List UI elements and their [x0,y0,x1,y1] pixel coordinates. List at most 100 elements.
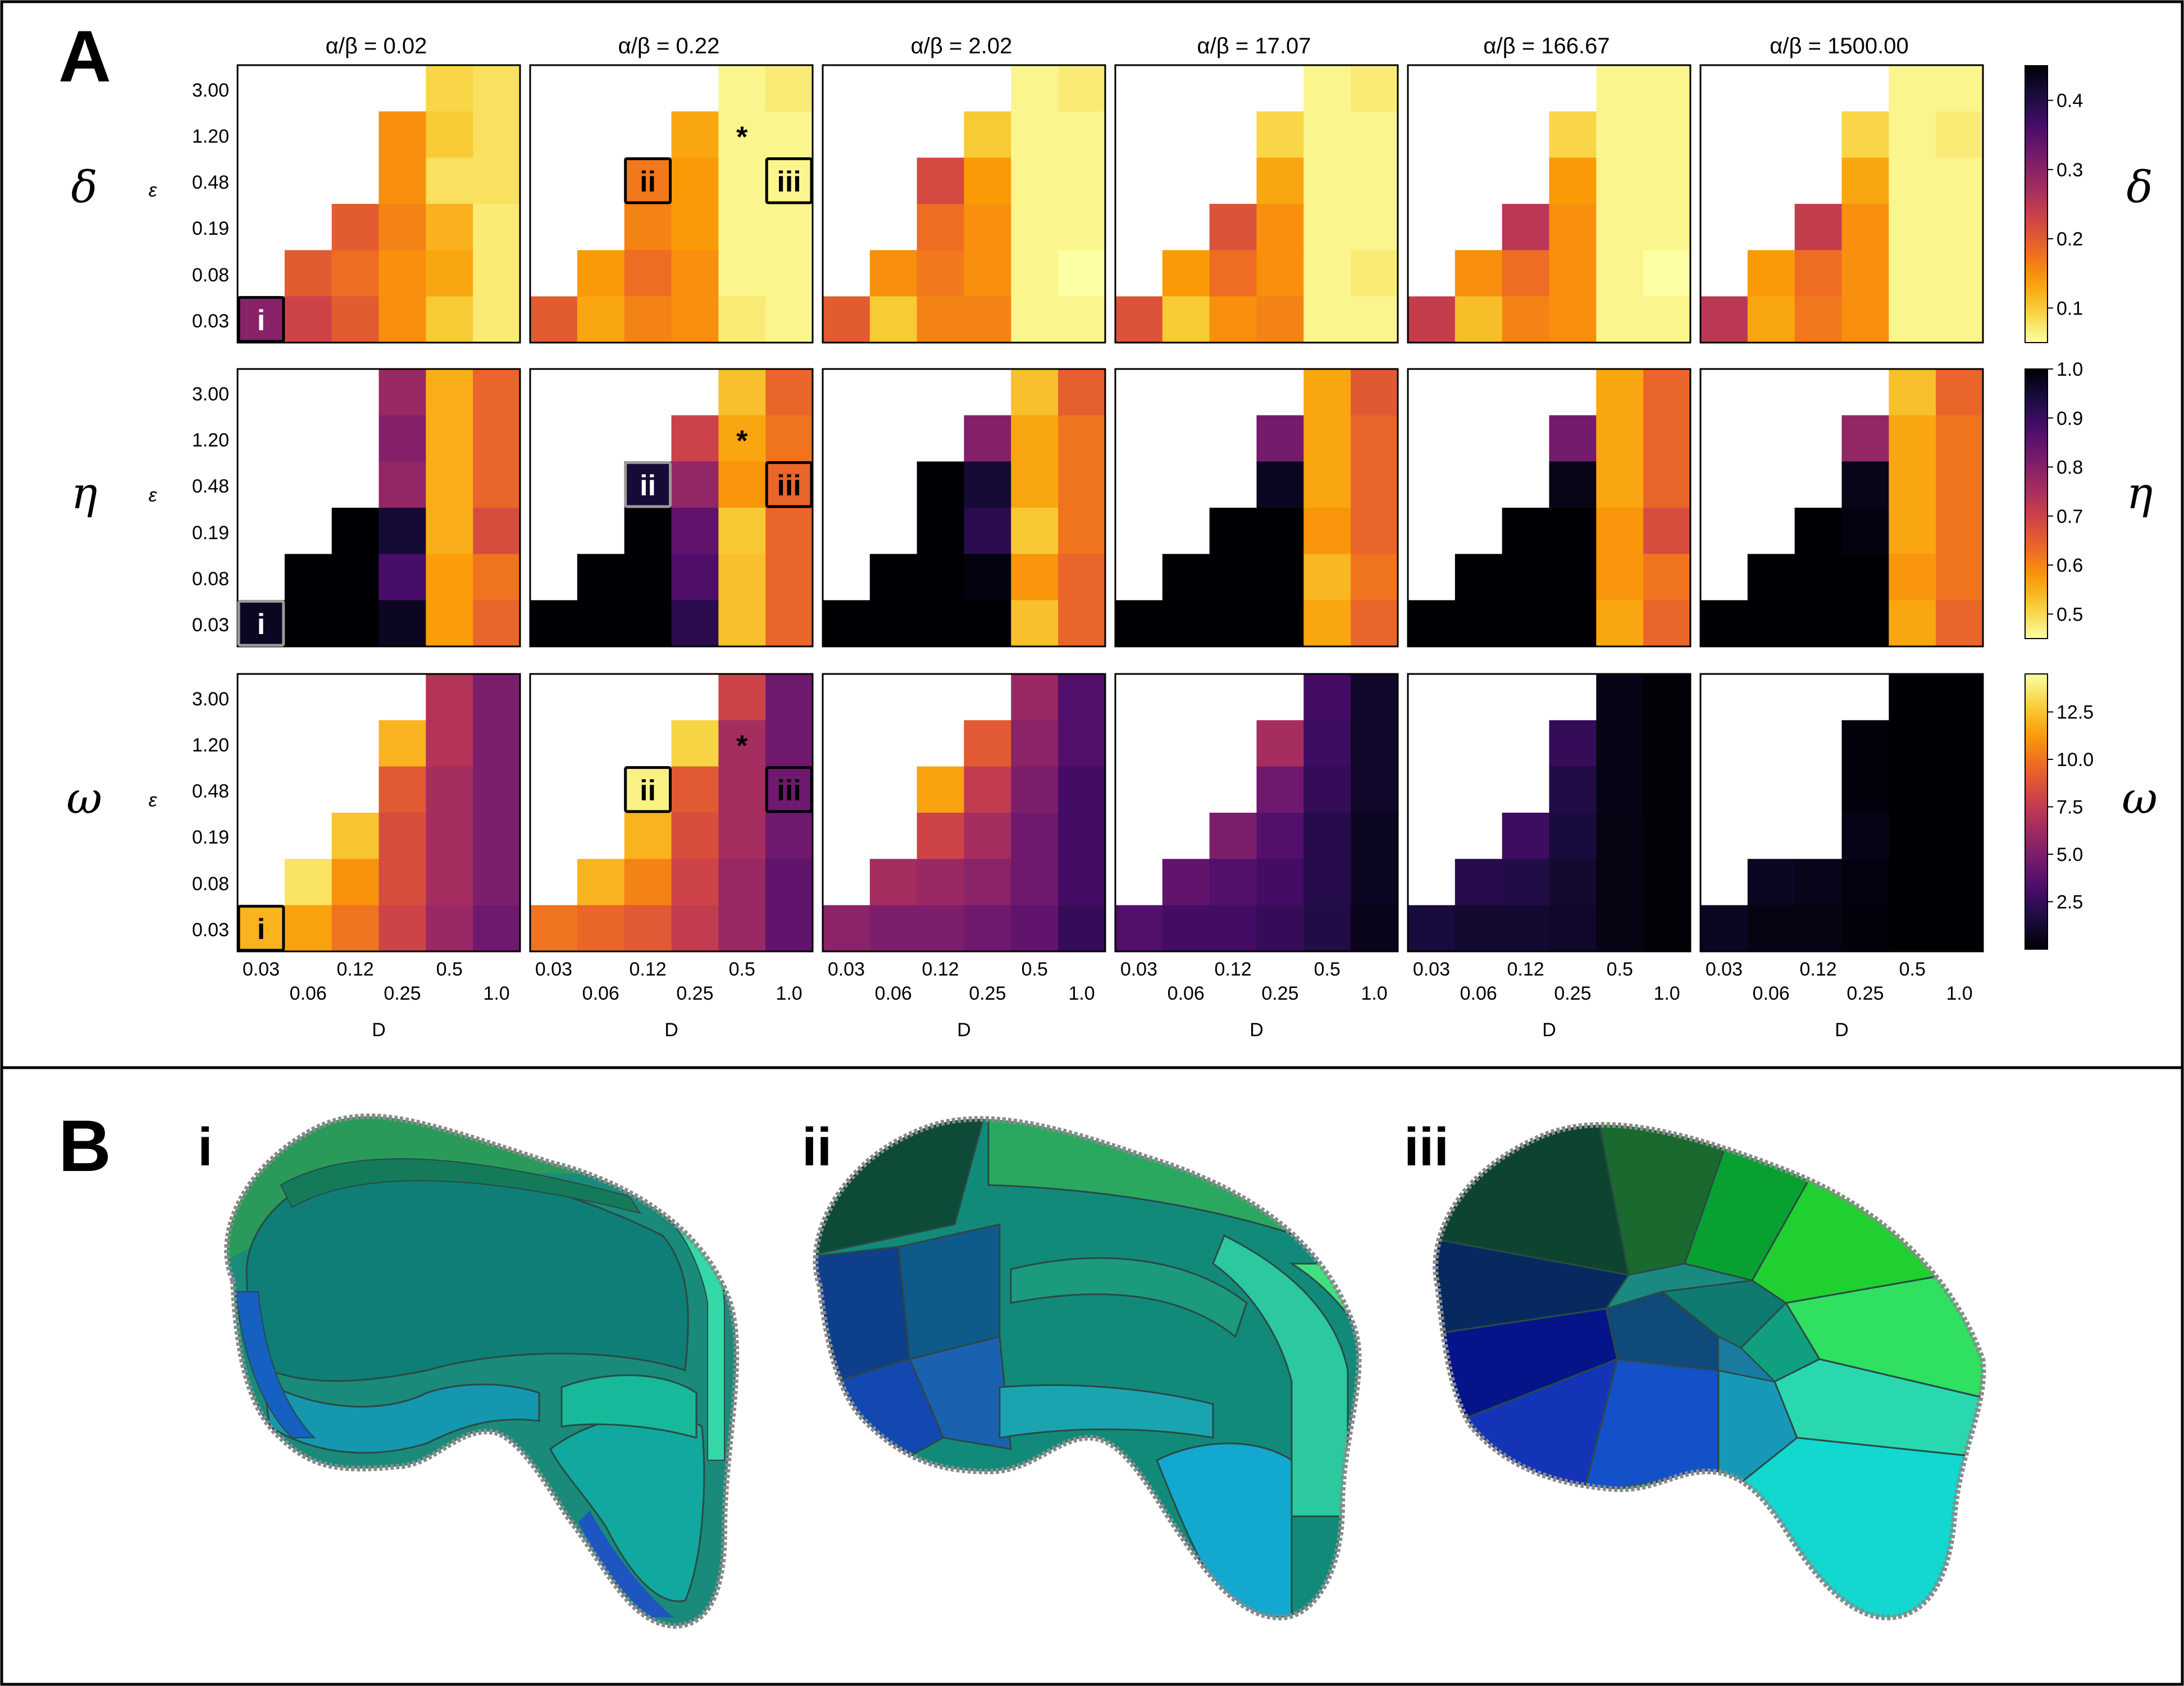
heatmap-cell [1058,157,1106,204]
heatmap-cell [1115,905,1163,952]
heatmap-cell [1058,369,1106,416]
heatmap-cell [426,905,473,952]
heatmap-cell [1936,508,1984,554]
heatmap-cell [1351,111,1398,158]
heatmap-cell [1011,65,1059,112]
heatmap-cell [1058,813,1106,859]
heatmap-cell [765,554,813,601]
x-axis-title: D [1250,1019,1264,1041]
heatmap-cell [379,461,426,508]
row-labels: δ η ω δ η ω [66,162,2158,824]
heatmap-border [1114,368,1399,648]
x-tick: 0.5 [729,959,755,980]
row-label-delta-right: δ [2127,162,2153,213]
heatmap-cell [1502,250,1550,297]
x-tick: 1.0 [1946,983,1972,1004]
panel-b-sublabel-ii: ii [802,1117,832,1177]
colorbars: 0.4 0.3 0.2 0.1 1.0 0.9 0.8 0.7 0.6 0.5 12.5 10.0 7.… [2025,65,2094,950]
heatmap-cell [1256,905,1304,952]
x-tick: 0.06 [582,983,619,1004]
heatmap-cell [917,250,965,297]
heatmap-cell [1794,508,1843,554]
heatmap-cell [1256,766,1304,813]
segmentation-iii [1433,1122,1986,1621]
heatmap-cell [1643,905,1691,952]
heatmap-cell [379,905,426,952]
heatmap-cell [765,859,813,906]
heatmap-cell [1303,508,1351,554]
heatmap-cell [1549,461,1597,508]
heatmap-cell [1502,204,1550,250]
heatmap-cell [331,508,380,554]
y-axes: ε ε ε 3.00 1.20 0.48 0.19 0.08 0.03 3.00… [149,80,229,941]
row-label-omega-right: ω [2122,773,2158,824]
heatmap-cell [1794,296,1843,343]
heatmap-cell [1011,766,1059,813]
heatmap-cell [823,600,870,647]
heatmap-cell [964,204,1011,250]
heatmap-cell [964,766,1011,813]
colorbar-bar [2025,368,2048,639]
colorbar-tick: 2.5 [2057,892,2083,913]
heatmap-cell [1303,111,1351,158]
x-tick: 0.5 [436,959,463,980]
x-tick: 0.03 [1413,959,1450,980]
heatmap-cell [1841,204,1889,250]
heatmap-cell [718,720,766,767]
heatmap-cell [1889,296,1936,343]
heatmap-cell [765,674,813,721]
heatmap-cell [917,859,965,906]
x-tick: 0.25 [384,983,421,1004]
heatmap-cell [1455,296,1503,343]
marker-iii: iii [765,766,813,813]
heatmap-cell [1011,415,1059,462]
heatmap-cell [473,65,521,112]
x-tick: 0.5 [1022,959,1048,980]
heatmap-cell [331,204,380,250]
heatmap-cell [1841,250,1889,297]
y-tick: 0.48 [192,172,229,193]
heatmap-cell [917,600,965,647]
panel-b-sublabel-i: i [198,1117,213,1177]
heatmap-cell [765,296,813,343]
heatmap-cell [284,600,332,647]
heatmap-cell [1747,600,1795,647]
heatmap-cell [1011,508,1059,554]
heatmap-cell [718,813,766,859]
heatmap-panel [1407,64,1691,344]
heatmap-cell [1011,905,1059,952]
heatmap-cell [1351,720,1398,767]
heatmap-cell [379,859,426,906]
heatmap-cell [1351,250,1398,297]
heatmap-cell [1408,600,1456,647]
heatmap-cell [1162,296,1210,343]
heatmap-cell [1058,674,1106,721]
heatmap-cell [426,859,473,906]
row-label-eta-left: η [71,468,98,519]
heatmap-cell [671,813,719,859]
heatmap-cell [1700,600,1748,647]
y-tick: 0.08 [192,265,229,286]
heatmap-cell [1596,250,1644,297]
heatmap-cell [964,813,1011,859]
heatmap-border [1699,673,1984,953]
heatmap-cell [964,600,1011,647]
heatmap-cell [1162,905,1210,952]
marker-iii: iii [765,461,813,508]
heatmap-cell [379,720,426,767]
heatmap-cell [1011,296,1059,343]
heatmap-cell [1256,508,1304,554]
colorbar-tick: 5.0 [2057,844,2083,865]
heatmap-panel [1407,673,1691,953]
colorbar-tick: 7.5 [2057,797,2083,818]
heatmap-cell [1256,461,1304,508]
star-marker: * [736,730,748,763]
heatmap-cell [530,296,578,343]
heatmap-cell [765,508,813,554]
heatmap-cell [426,813,473,859]
heatmap-cell [1936,813,1984,859]
heatmap-cell [1209,204,1257,250]
heatmap-cell [1889,508,1936,554]
heatmap-cell [671,508,719,554]
